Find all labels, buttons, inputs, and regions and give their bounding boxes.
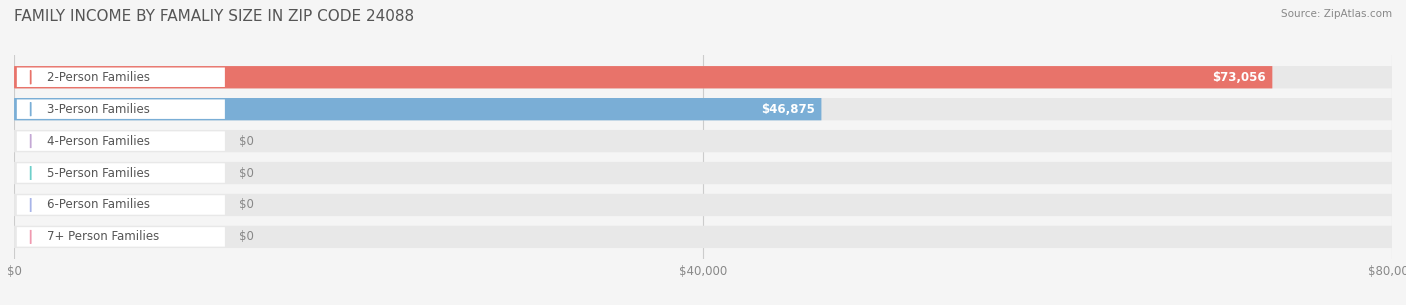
Text: 3-Person Families: 3-Person Families: [48, 103, 150, 116]
FancyBboxPatch shape: [14, 130, 1392, 152]
Text: 4-Person Families: 4-Person Families: [48, 135, 150, 148]
FancyBboxPatch shape: [17, 163, 225, 183]
FancyBboxPatch shape: [17, 227, 225, 247]
FancyBboxPatch shape: [14, 66, 1392, 88]
FancyBboxPatch shape: [14, 162, 1392, 184]
FancyBboxPatch shape: [14, 226, 1392, 248]
Text: FAMILY INCOME BY FAMALIY SIZE IN ZIP CODE 24088: FAMILY INCOME BY FAMALIY SIZE IN ZIP COD…: [14, 9, 415, 24]
Text: 2-Person Families: 2-Person Families: [48, 71, 150, 84]
Text: $0: $0: [239, 135, 253, 148]
Text: 7+ Person Families: 7+ Person Families: [48, 230, 159, 243]
Text: 5-Person Families: 5-Person Families: [48, 167, 150, 180]
FancyBboxPatch shape: [14, 194, 1392, 216]
Text: $46,875: $46,875: [761, 103, 814, 116]
Text: $0: $0: [239, 167, 253, 180]
Text: $0: $0: [239, 230, 253, 243]
Text: $0: $0: [239, 199, 253, 211]
FancyBboxPatch shape: [17, 99, 225, 119]
Text: Source: ZipAtlas.com: Source: ZipAtlas.com: [1281, 9, 1392, 19]
FancyBboxPatch shape: [14, 66, 1272, 88]
FancyBboxPatch shape: [14, 98, 821, 120]
FancyBboxPatch shape: [17, 67, 225, 87]
FancyBboxPatch shape: [17, 195, 225, 215]
Text: $73,056: $73,056: [1212, 71, 1265, 84]
Text: 6-Person Families: 6-Person Families: [48, 199, 150, 211]
FancyBboxPatch shape: [17, 131, 225, 151]
FancyBboxPatch shape: [14, 98, 1392, 120]
